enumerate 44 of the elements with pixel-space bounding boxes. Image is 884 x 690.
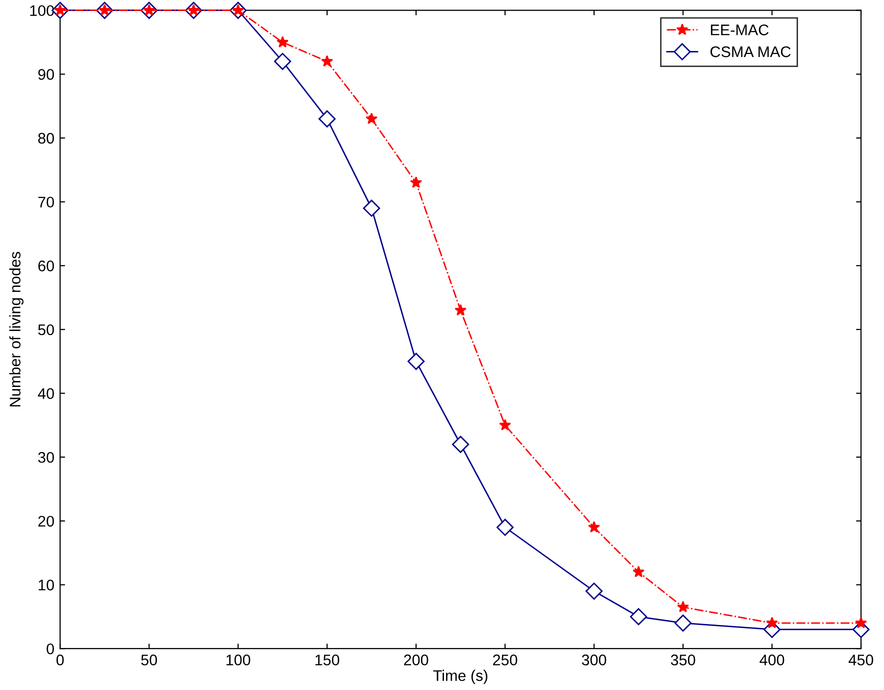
- y-tick-label: 60: [38, 260, 54, 272]
- y-tick-label: 30: [38, 452, 54, 463]
- point: [585, 582, 603, 600]
- y-tick-label: 20: [38, 516, 54, 527]
- x-tick-label: 50: [141, 654, 157, 666]
- x-tick-label: 0: [56, 654, 64, 666]
- y-tick-label: 80: [38, 132, 54, 144]
- point: [318, 110, 336, 128]
- point: [496, 518, 514, 536]
- point: [276, 36, 289, 48]
- x-tick-label: 300: [582, 654, 606, 666]
- x-tick-label: 200: [404, 654, 428, 666]
- point: [363, 200, 380, 217]
- y-tick-label: 40: [38, 388, 54, 399]
- x-tick-label: 250: [493, 654, 518, 666]
- legend-label: CSMA MAC: [710, 46, 791, 58]
- x-axis-title: Time (s): [433, 670, 488, 684]
- point: [274, 52, 292, 70]
- point: [454, 304, 467, 316]
- point: [855, 616, 867, 628]
- y-axis-title: Number of living nodes: [9, 252, 24, 406]
- x-tick-label: 400: [760, 654, 784, 666]
- point: [630, 608, 648, 626]
- point: [452, 436, 470, 453]
- y-tick-label: 90: [38, 69, 54, 80]
- x-tick-label: 450: [848, 654, 874, 666]
- y-tick-label: 0: [46, 643, 54, 654]
- point: [366, 112, 378, 124]
- point: [677, 600, 690, 612]
- point: [321, 55, 334, 67]
- y-tick-label: 70: [38, 196, 54, 208]
- y-tick-label: 10: [38, 580, 54, 590]
- x-tick-label: 150: [316, 654, 340, 666]
- x-tick-label: 350: [670, 654, 696, 666]
- y-tick-label: 50: [38, 324, 54, 336]
- point: [674, 614, 692, 632]
- point: [766, 616, 778, 628]
- point: [499, 418, 512, 430]
- x-tick-label: 100: [226, 654, 250, 666]
- point: [632, 566, 645, 578]
- point: [588, 521, 600, 533]
- point: [410, 176, 422, 188]
- legend-label: EE-MAC: [710, 24, 769, 36]
- point: [408, 352, 425, 370]
